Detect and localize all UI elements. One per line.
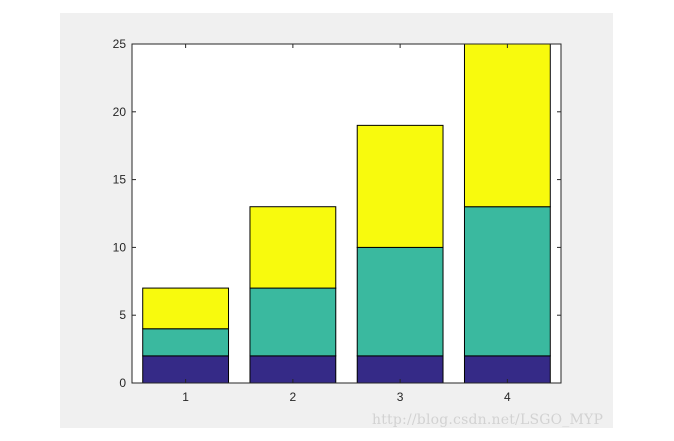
watermark-text: http://blog.csdn.net/LSGO_MYP [372, 412, 604, 428]
x-axis-ticks: 1 2 3 4 [182, 44, 511, 404]
x-tick-label: 3 [397, 390, 404, 404]
bar-segment-3-3 [356, 124, 444, 248]
y-tick-label: 0 [119, 376, 126, 390]
bar-segment-4-3 [463, 43, 551, 208]
y-tick-label: 15 [113, 173, 127, 187]
bar-segment-2-2 [249, 287, 337, 357]
bar-segment-4-2 [463, 206, 551, 357]
y-tick-label: 10 [113, 240, 127, 254]
y-tick-label: 25 [113, 37, 127, 51]
x-tick-label: 4 [504, 390, 511, 404]
bar-segment-1-2 [142, 328, 230, 357]
x-tick-label: 2 [290, 390, 297, 404]
bar-segment-1-1 [142, 355, 230, 384]
bar-segment-3-1 [356, 355, 444, 384]
bar-segment-1-3 [142, 287, 230, 330]
y-tick-label: 5 [119, 308, 126, 322]
x-tick-label: 1 [182, 390, 189, 404]
bar-segment-4-1 [463, 355, 551, 384]
bar-segment-2-1 [249, 355, 337, 384]
bar-segment-3-2 [356, 246, 444, 357]
bars-layer [142, 43, 551, 384]
axes-box [131, 43, 562, 384]
bar-segment-2-3 [249, 206, 337, 289]
y-tick-label: 20 [113, 105, 127, 119]
